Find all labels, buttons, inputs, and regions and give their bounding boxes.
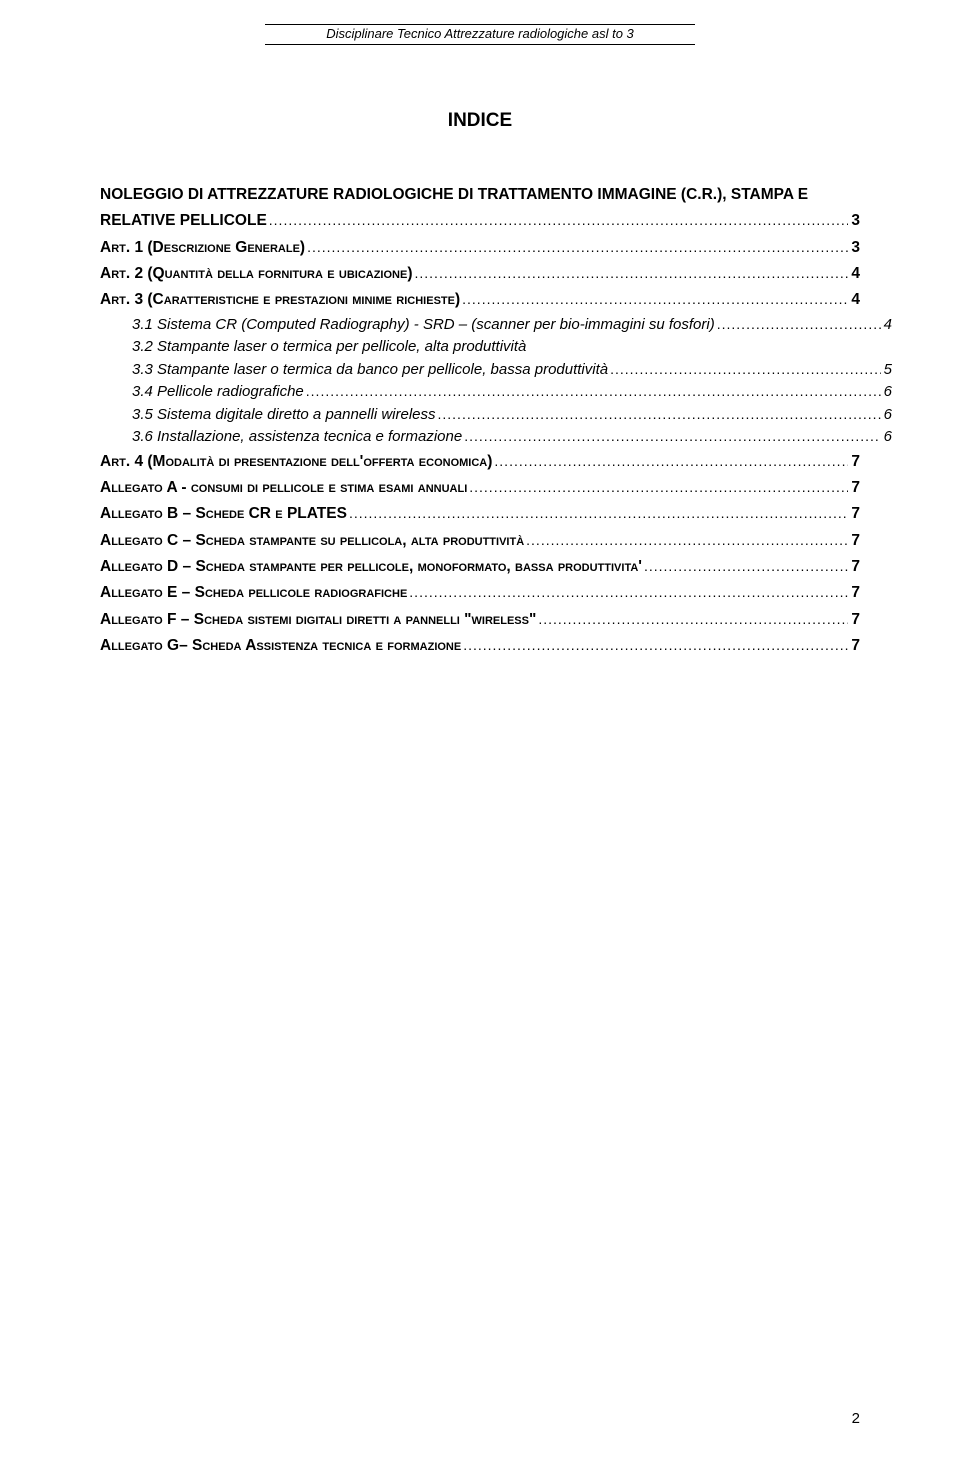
- toc-entry-label: Allegato F – Scheda sistemi digitali dir…: [100, 607, 536, 633]
- toc-entry-page: 7: [848, 607, 860, 633]
- toc-entry: Art. 3 (Caratteristiche e prestazioni mi…: [100, 287, 860, 313]
- toc-dots: [462, 426, 880, 447]
- toc-entry-label: Art. 2 (Quantità della fornitura e ubica…: [100, 261, 413, 287]
- toc-entry: Allegato A - consumi di pellicole e stim…: [100, 475, 860, 501]
- toc-entry-label: Art. 1 (Descrizione Generale): [100, 235, 305, 261]
- toc-entry-page: 4: [848, 261, 860, 287]
- toc-entry: 3.1 Sistema CR (Computed Radiography) - …: [132, 314, 892, 337]
- content-area: INDICE NOLEGGIO DI ATTREZZATURE RADIOLOG…: [100, 0, 860, 659]
- toc-dots: [267, 209, 849, 233]
- toc-entry-page: 4: [848, 287, 860, 313]
- toc-entry: Allegato D – Scheda stampante per pellic…: [100, 554, 860, 580]
- toc-entry-label: 3.1 Sistema CR (Computed Radiography) - …: [132, 314, 715, 337]
- toc-entry-page: 6: [881, 426, 892, 449]
- toc-entry: Allegato E – Scheda pellicole radiografi…: [100, 580, 860, 606]
- toc-dots: [608, 359, 881, 380]
- toc-entry-page: 6: [881, 381, 892, 404]
- toc-entry-label: 3.6 Installazione, assistenza tecnica e …: [132, 426, 462, 449]
- toc-title-label: RELATIVE PELLICOLE: [100, 208, 267, 234]
- toc-entry: 3.3 Stampante laser o termica da banco p…: [132, 359, 892, 382]
- toc-entry: Allegato C – Scheda stampante su pellico…: [100, 528, 860, 554]
- page-container: Disciplinare Tecnico Attrezzature radiol…: [0, 0, 960, 1477]
- toc-entry: Allegato G– Scheda Assistenza tecnica e …: [100, 633, 860, 659]
- toc-entry: 3.4 Pellicole radiografiche 6: [132, 381, 892, 404]
- toc-entry-page: 7: [848, 633, 860, 659]
- toc-title-page: 3: [848, 208, 860, 234]
- toc-entry-label: 3.5 Sistema digitale diretto a pannelli …: [132, 404, 436, 427]
- toc-entry: 3.2 Stampante laser o termica per pellic…: [132, 336, 860, 359]
- header-rule-bottom: [265, 44, 695, 45]
- toc-entry-page: 4: [881, 314, 892, 337]
- toc-entry-label: 3.4 Pellicole radiografiche: [132, 381, 304, 404]
- toc-dots: [347, 502, 848, 526]
- toc-dots: [715, 314, 881, 335]
- toc-entry-label: Allegato D – Scheda stampante per pellic…: [100, 554, 642, 580]
- toc-dots: [524, 529, 848, 553]
- toc-entry-page: 7: [848, 475, 860, 501]
- toc-entry: Allegato F – Scheda sistemi digitali dir…: [100, 607, 860, 633]
- toc-entry: 3.6 Installazione, assistenza tecnica e …: [132, 426, 892, 449]
- toc-dots: [436, 404, 881, 425]
- toc-entry-page: 5: [881, 359, 892, 382]
- toc-dots: [305, 236, 848, 260]
- toc-entry-page: 7: [848, 554, 860, 580]
- toc-dots: [492, 450, 848, 474]
- toc-entry-page: 6: [881, 404, 892, 427]
- toc-entry: Art. 2 (Quantità della fornitura e ubica…: [100, 261, 860, 287]
- toc-dots: [642, 555, 848, 579]
- toc-entry-page: 7: [848, 501, 860, 527]
- toc-entry-label: Allegato G– Scheda Assistenza tecnica e …: [100, 633, 461, 659]
- toc-entry-page: 7: [848, 528, 860, 554]
- toc-title-line1: NOLEGGIO DI ATTREZZATURE RADIOLOGICHE DI…: [100, 182, 860, 208]
- toc-dots: [304, 381, 881, 402]
- page-title: INDICE: [100, 110, 860, 132]
- toc-dots: [461, 634, 848, 658]
- toc-dots: [460, 288, 848, 312]
- toc-entry: Allegato B – Schede CR e PLATES 7: [100, 501, 860, 527]
- toc-entry: 3.5 Sistema digitale diretto a pannelli …: [132, 404, 892, 427]
- toc-entry-label: Allegato A - consumi di pellicole e stim…: [100, 475, 467, 501]
- toc-entry: Art. 1 (Descrizione Generale) 3: [100, 235, 860, 261]
- toc-entry-label: Allegato B – Schede CR e PLATES: [100, 501, 347, 527]
- toc-entry-label: Allegato C – Scheda stampante su pellico…: [100, 528, 524, 554]
- toc-entry-page: 7: [848, 449, 860, 475]
- toc-dots: [467, 476, 848, 500]
- header-text: Disciplinare Tecnico Attrezzature radiol…: [0, 26, 960, 41]
- toc-entry-label: Allegato E – Scheda pellicole radiografi…: [100, 580, 407, 606]
- header-rule-top: [265, 24, 695, 25]
- toc-entry: Art. 4 (Modalità di presentazione dell'o…: [100, 449, 860, 475]
- toc-entry-page: 3: [848, 235, 860, 261]
- toc-list: Art. 1 (Descrizione Generale) 3 Art. 2 (Qu…: [100, 235, 860, 660]
- toc-entry-page: 7: [848, 580, 860, 606]
- toc-entry-label: 3.3 Stampante laser o termica da banco p…: [132, 359, 608, 382]
- toc-dots: [536, 608, 848, 632]
- toc-dots: [407, 581, 848, 605]
- page-number: 2: [852, 1410, 860, 1427]
- toc-dots: [413, 262, 849, 286]
- toc-entry-label: Art. 4 (Modalità di presentazione dell'o…: [100, 449, 492, 475]
- toc-title-line2: RELATIVE PELLICOLE 3: [100, 208, 860, 234]
- toc-entry-label: Art. 3 (Caratteristiche e prestazioni mi…: [100, 287, 460, 313]
